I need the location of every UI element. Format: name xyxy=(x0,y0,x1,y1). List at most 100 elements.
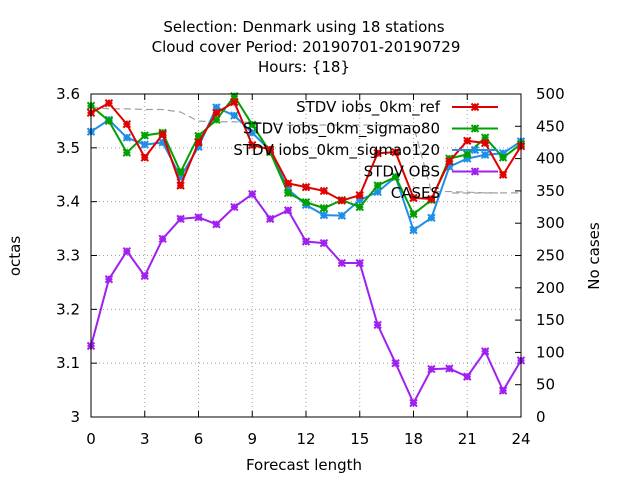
x-tick-label: 9 xyxy=(247,430,257,448)
data-point xyxy=(283,188,293,198)
data-point xyxy=(445,364,454,373)
legend-entry: STDV iobs_0km_sigmao80 xyxy=(243,120,498,139)
data-point xyxy=(319,186,329,196)
data-point xyxy=(122,148,132,157)
data-point xyxy=(463,136,472,146)
legend-entry: STDV iobs_0km_sigmao120 xyxy=(233,141,498,160)
y2-tick-label: 400 xyxy=(536,150,565,168)
data-point xyxy=(373,149,382,158)
chart-title-line-2: Cloud cover Period: 20190701-20190729 xyxy=(152,38,461,56)
y-tick-label: 3.4 xyxy=(56,193,80,211)
data-point xyxy=(373,320,382,330)
legend-entry: STDV OBS xyxy=(364,163,498,181)
data-point xyxy=(463,150,472,159)
data-point xyxy=(248,128,257,137)
data-point xyxy=(319,210,329,220)
data-point xyxy=(122,133,132,142)
data-point xyxy=(391,358,400,368)
y-axis-label: octas xyxy=(6,236,24,276)
tick-labels: 0 3 6 9 12 15 18 21 2433.13.23.33.43.53.60501001… xyxy=(56,85,565,448)
data-point xyxy=(283,206,293,215)
data-point xyxy=(104,274,114,284)
data-point xyxy=(230,111,239,120)
legend-entry: STDV iobs_0km_ref xyxy=(296,98,498,117)
chart-title-line-3: Hours: {18} xyxy=(258,58,350,76)
y2-axis-label: No cases xyxy=(585,222,603,290)
data-point xyxy=(122,246,132,256)
data-point xyxy=(301,197,311,207)
series-stdv-iobs-0km-ref xyxy=(86,97,526,205)
legend-label: STDV OBS xyxy=(364,163,440,181)
legend-entry: CASES xyxy=(391,184,498,202)
data-point xyxy=(337,196,347,205)
x-tick-label: 15 xyxy=(350,430,369,448)
data-point xyxy=(230,97,239,107)
y2-tick-label: 300 xyxy=(536,214,565,232)
data-point xyxy=(248,120,257,129)
data-point xyxy=(230,202,239,212)
data-point xyxy=(498,153,508,162)
data-point xyxy=(122,119,132,129)
data-point xyxy=(498,170,508,179)
legend-label: STDV iobs_0km_sigmao80 xyxy=(243,120,440,139)
data-point xyxy=(463,372,472,381)
data-point xyxy=(480,138,490,148)
data-point xyxy=(470,145,480,155)
chart-title-line-1: Selection: Denmark using 18 stations xyxy=(163,18,444,36)
y2-tick-label: 50 xyxy=(536,376,555,394)
data-point xyxy=(140,140,149,149)
y-tick-label: 3.6 xyxy=(56,85,80,103)
y2-tick-label: 150 xyxy=(536,311,565,329)
y-tick-label: 3.5 xyxy=(56,139,80,157)
data-point xyxy=(391,147,400,157)
y2-tick-label: 250 xyxy=(536,247,565,265)
data-point xyxy=(248,189,257,199)
data-point xyxy=(104,116,114,126)
y2-tick-label: 0 xyxy=(536,408,546,426)
x-tick-label: 3 xyxy=(140,430,150,448)
x-tick-label: 18 xyxy=(404,430,423,448)
data-point xyxy=(176,167,185,177)
data-point xyxy=(409,398,418,408)
data-point xyxy=(355,258,364,268)
y-tick-label: 3.1 xyxy=(56,354,80,372)
x-tick-label: 21 xyxy=(458,430,477,448)
data-point xyxy=(409,193,418,203)
series-line xyxy=(90,106,521,194)
legend-label: STDV iobs_0km_sigmao120 xyxy=(233,141,440,160)
y2-tick-label: 100 xyxy=(536,343,565,361)
data-point xyxy=(391,172,400,182)
data-point xyxy=(265,214,275,224)
data-point xyxy=(104,98,114,108)
data-point xyxy=(480,150,490,160)
legend-label: STDV iobs_0km_ref xyxy=(296,98,441,117)
data-point xyxy=(337,258,347,268)
tick-marks xyxy=(90,93,522,418)
data-point xyxy=(470,167,480,176)
data-point xyxy=(355,190,364,200)
data-point xyxy=(248,140,257,150)
y-tick-label: 3.2 xyxy=(56,300,80,318)
data-point xyxy=(409,225,418,235)
series-layer xyxy=(86,91,526,408)
data-point xyxy=(212,108,221,118)
legend-label: CASES xyxy=(391,184,440,202)
data-point xyxy=(355,202,364,212)
x-tick-label: 0 xyxy=(86,430,96,448)
data-point xyxy=(158,234,167,244)
data-point xyxy=(176,214,185,224)
data-point xyxy=(194,213,203,222)
series-stdv-obs xyxy=(86,189,526,408)
data-point xyxy=(409,209,418,219)
series-cases xyxy=(90,106,521,194)
x-tick-label: 12 xyxy=(296,430,315,448)
data-point xyxy=(194,138,203,147)
y2-tick-label: 200 xyxy=(536,279,565,297)
x-axis-label: Forecast length xyxy=(246,456,362,474)
data-point xyxy=(140,131,149,140)
legend: STDV iobs_0km_ref STDV iobs_0km_sigmao80 S… xyxy=(233,98,498,202)
data-point xyxy=(445,157,454,166)
data-point xyxy=(301,237,311,246)
x-tick-label: 24 xyxy=(511,430,530,448)
y2-tick-label: 350 xyxy=(536,182,565,200)
